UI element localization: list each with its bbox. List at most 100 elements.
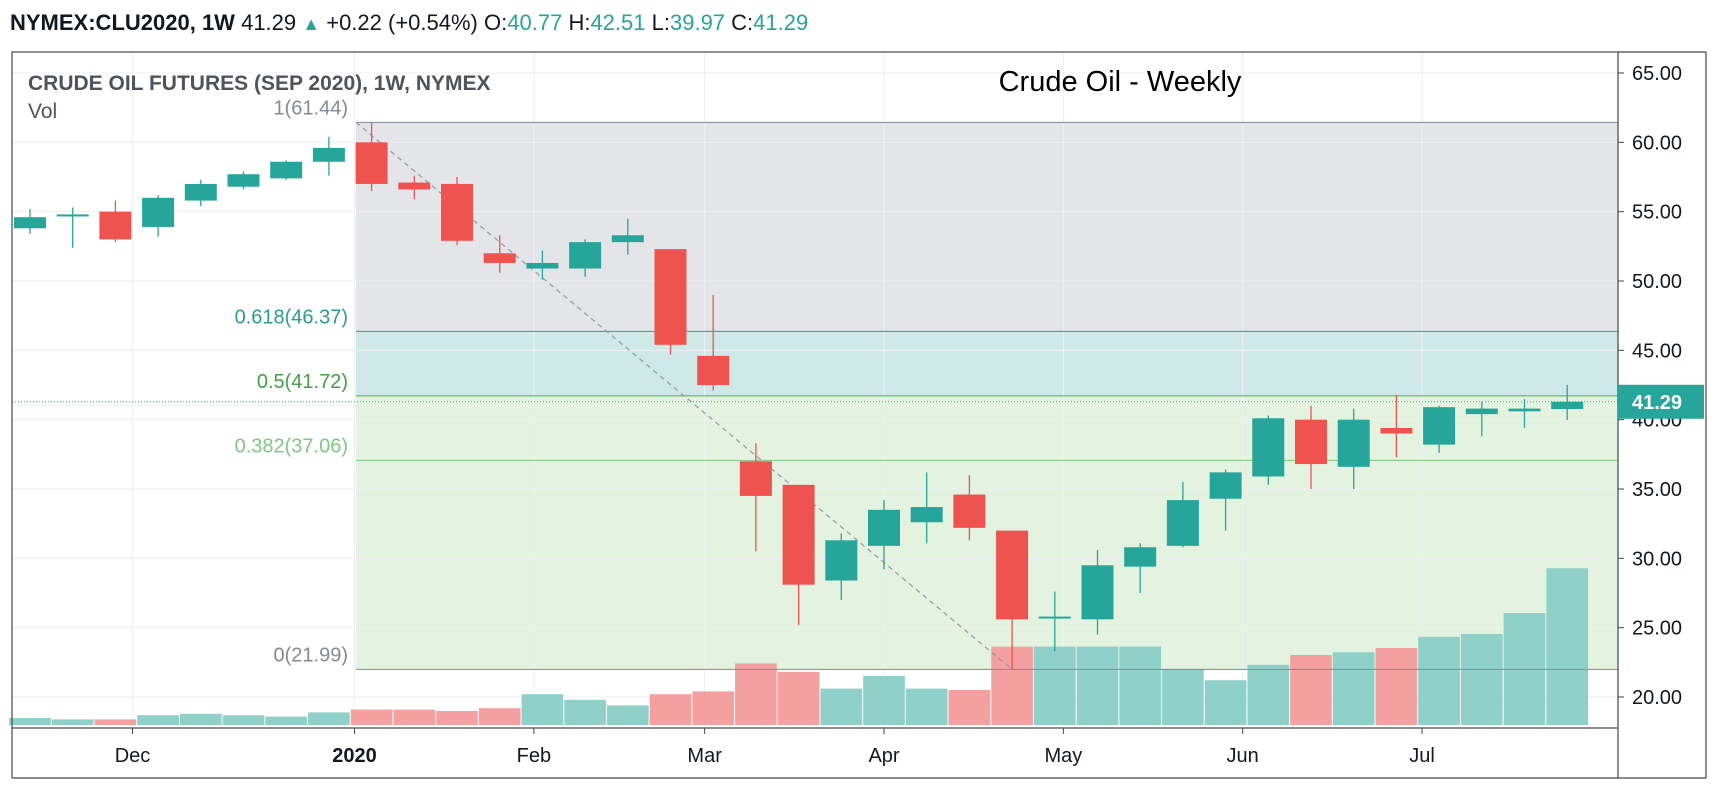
candle-body [739, 461, 772, 496]
up-arrow-icon: ▲ [302, 14, 321, 34]
x-tick-label: Jul [1409, 745, 1435, 767]
volume-bar [1162, 669, 1204, 725]
candle-body [1337, 419, 1370, 467]
candle-body [697, 355, 730, 385]
candle-body [14, 217, 46, 229]
volume-bar [1332, 652, 1375, 725]
candle-body [398, 182, 431, 190]
candle-body [270, 161, 303, 179]
x-tick-label: May [1044, 745, 1082, 767]
volume-bar [350, 709, 393, 725]
volume-bar [1247, 664, 1290, 725]
volume-bar [777, 671, 820, 725]
volume-bar [478, 708, 521, 725]
symbol-name: NYMEX:CLU2020, 1W [10, 10, 235, 35]
volume-bar [137, 715, 179, 725]
volume-bar [606, 705, 649, 725]
candle-body [953, 494, 986, 528]
low-value: 39.97 [669, 10, 726, 35]
volume-bar [265, 716, 308, 725]
volume-bar [1033, 646, 1076, 725]
candle-body [569, 242, 602, 269]
volume-bar [948, 690, 991, 725]
y-tick-label: 20.00 [1632, 687, 1682, 709]
candle-body [355, 142, 388, 184]
candle-body [1423, 407, 1456, 445]
volume-bar [692, 691, 735, 725]
open-label: O: [484, 10, 508, 35]
candle-body [1166, 500, 1199, 546]
chart-grid [12, 52, 1618, 728]
candle-body [1124, 547, 1157, 567]
candle-body [526, 262, 559, 269]
close-label: C: [731, 10, 754, 35]
volume-bar [820, 688, 863, 725]
volume-bar [222, 715, 265, 725]
instrument-title: CRUDE OIL FUTURES (SEP 2020), 1W, NYMEX [28, 72, 491, 95]
last-price-badge-label: 41.29 [1632, 392, 1682, 414]
volume-bar [1290, 655, 1332, 725]
candle-body [312, 147, 345, 162]
candle-body [1038, 616, 1071, 619]
fib-zone-618 [356, 331, 1618, 396]
volume-bar [393, 709, 436, 725]
fib-levels: 1(61.44) 0.618(46.37) 0.5(41.72) 0.382(37.0… [12, 97, 1618, 670]
x-tick-label: Dec [115, 745, 151, 767]
volume-bar [649, 694, 692, 725]
fib-label: 1(61.44) [274, 97, 349, 119]
fib-label: 0(21.99) [274, 644, 349, 666]
y-tick-label: 60.00 [1632, 132, 1682, 154]
candle-body [441, 183, 473, 241]
volume-bar [735, 663, 777, 725]
volume-bar [9, 718, 51, 725]
candle-body [782, 484, 815, 585]
volume-bar [1418, 636, 1460, 725]
volume-bar [863, 676, 905, 725]
volume-bar [905, 688, 948, 725]
y-tick-label: 45.00 [1632, 340, 1682, 362]
volume-bar [1076, 646, 1119, 725]
candle-body [910, 507, 943, 523]
volume-bar [521, 694, 564, 725]
candle-body [1508, 408, 1541, 412]
volume-bar [1119, 646, 1162, 725]
volume-bar [564, 699, 606, 725]
open-value: 40.77 [507, 10, 563, 35]
fib-trend-line [355, 121, 1013, 670]
volume-bar [436, 711, 478, 725]
high-label: H: [568, 10, 591, 35]
volume-bar [1375, 648, 1418, 725]
volume-bar [94, 719, 137, 725]
y-tick-label: 35.00 [1632, 479, 1682, 501]
fib-zone-lower [356, 395, 1618, 670]
fib-label: 0.382(37.06) [235, 435, 348, 457]
volume-bar [1546, 568, 1589, 725]
candle-body [1209, 472, 1242, 499]
high-value: 42.51 [590, 10, 646, 35]
candle-body [1081, 565, 1114, 620]
x-tick-label: Jun [1227, 745, 1259, 767]
x-tick-label: Apr [868, 745, 899, 767]
volume-bar [1204, 680, 1247, 725]
y-tick-label: 55.00 [1632, 202, 1682, 224]
x-tick-label: 2020 [332, 745, 377, 767]
fib-zones [356, 122, 1618, 670]
chart-title: Crude Oil - Weekly [998, 66, 1242, 98]
volume-bar [179, 713, 222, 725]
candle-body [227, 174, 260, 187]
last-price: 41.29 [241, 10, 297, 35]
candle-body [1252, 418, 1285, 477]
candle-body [996, 530, 1029, 620]
y-tick-label: 65.00 [1632, 63, 1682, 85]
fib-label: 0.5(41.72) [257, 371, 348, 393]
fib-zone-upper [356, 122, 1618, 332]
candle-body [825, 540, 858, 581]
candle-body [654, 249, 687, 345]
candle-body [868, 509, 900, 546]
price-change: +0.22 (+0.54%) [326, 10, 478, 35]
y-tick-label: 30.00 [1632, 548, 1682, 570]
y-tick-label: 25.00 [1632, 618, 1682, 640]
candle-body [1295, 419, 1327, 465]
fib-label: 0.618(46.37) [235, 306, 348, 328]
